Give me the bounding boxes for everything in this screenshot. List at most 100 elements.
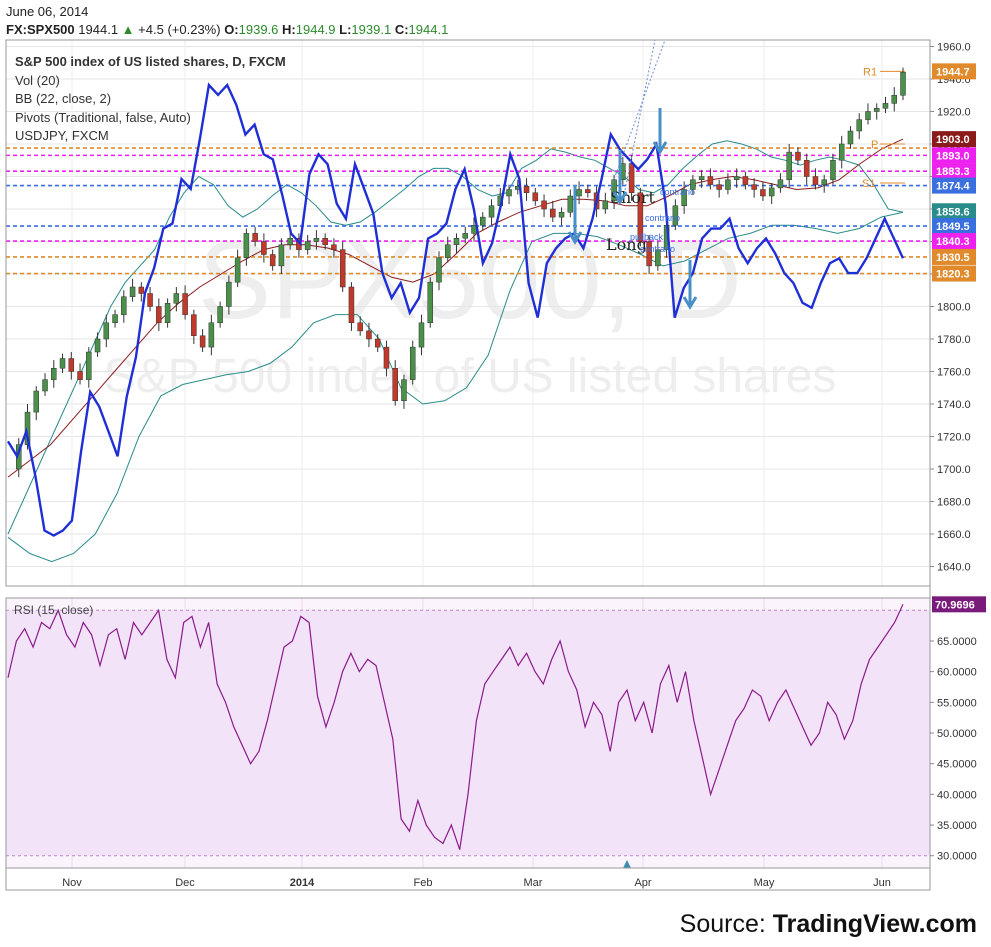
candle-body: [444, 244, 451, 258]
candle-body: [567, 195, 574, 213]
candle-body: [768, 187, 775, 197]
candle-body: [830, 160, 836, 180]
candle-body: [541, 200, 547, 210]
candle-body: [121, 296, 127, 315]
candle-body: [742, 176, 749, 185]
usdjpy-overlay-line: [6, 82, 905, 537]
up-arrow-icon: ▲: [121, 22, 135, 37]
symbol-name[interactable]: FX:SPX500: [6, 22, 75, 37]
price-label-text: 1883.3: [936, 166, 970, 178]
price-label-text: 1874.4: [936, 181, 971, 193]
high-label: H:: [282, 22, 296, 37]
candle-body: [585, 189, 591, 193]
candle-body: [173, 293, 180, 304]
rsi-last-value: 70.9696: [935, 599, 975, 611]
chart-date: June 06, 2014: [6, 4, 89, 19]
candle-body: [331, 244, 337, 250]
price-label-badge: [932, 218, 976, 235]
trend-dotted-line: [624, 39, 656, 191]
price-tick-label: 1800.0: [937, 302, 971, 314]
candle-body: [795, 151, 801, 161]
bollinger-upper-band: [7, 140, 904, 535]
time-tick-label: Nov: [62, 877, 82, 889]
rsi-tick-label: 45.0000: [937, 759, 977, 771]
contrarian-note: contrario: [640, 244, 675, 254]
contrarian-note: contrario: [645, 213, 680, 223]
candle-body: [33, 390, 40, 413]
candle-body: [803, 160, 810, 177]
candle-body: [77, 371, 83, 380]
pivot-marker-label: S1: [862, 178, 875, 190]
legend-volume[interactable]: Vol (20): [15, 72, 60, 88]
price-label-text: 1849.5: [936, 221, 970, 233]
candle-body: [725, 179, 731, 190]
bollinger-lower-band: [7, 211, 904, 563]
candle-body: [681, 189, 687, 206]
candle-body: [322, 238, 328, 245]
price-label-text: 1893.0: [936, 150, 970, 162]
candle-body: [269, 254, 276, 267]
source-brand: TradingView.com: [772, 910, 977, 938]
source-credit: Source: TradingView.com: [680, 910, 977, 939]
symbol-header: FX:SPX500 1944.1 ▲ +4.5 (+0.23%) O:1939.…: [6, 22, 448, 37]
close-value: 1944.1: [408, 22, 449, 37]
price-tick-label: 1740.0: [937, 399, 971, 411]
legend-overlay[interactable]: USDJPY, FXCM: [15, 128, 109, 143]
price-tick-label: 1780.0: [937, 334, 971, 346]
candle-body: [733, 176, 740, 180]
price-tick-label: 1760.0: [937, 367, 971, 379]
price-tick-label: 1700.0: [937, 464, 971, 476]
candle-body: [164, 303, 171, 323]
price-label-badge: [932, 233, 976, 250]
time-tick-label: May: [754, 877, 775, 889]
candle-body: [873, 108, 880, 112]
candle-body: [523, 186, 530, 193]
candle-body: [462, 233, 469, 239]
candle-body: [348, 286, 355, 323]
candle-body: [602, 200, 609, 210]
candle-body: [59, 358, 66, 369]
candle-body: [374, 338, 381, 348]
event-marker-icon[interactable]: [623, 860, 631, 868]
candle-body: [576, 189, 582, 197]
candle-body: [112, 314, 118, 323]
legend-bollinger[interactable]: BB (22, close, 2): [15, 91, 112, 106]
candle-body: [637, 192, 644, 242]
candle-body: [707, 176, 714, 185]
candle-body: [261, 241, 267, 255]
candle-body: [672, 205, 679, 226]
rsi-tick-label: 65.0000: [937, 636, 977, 648]
candle-body: [278, 244, 285, 267]
time-tick-label: Feb: [414, 877, 433, 889]
candle-body: [51, 368, 57, 380]
legend-title[interactable]: S&P 500 index of US listed shares, D, FX…: [15, 54, 286, 69]
candle-body: [243, 233, 250, 258]
candle-body: [838, 143, 845, 161]
rsi-legend[interactable]: RSI (15, close): [14, 603, 94, 617]
indicator-legend: S&P 500 index of US listed shares, D, FX…: [15, 53, 286, 146]
candle-body: [129, 286, 136, 297]
candle-body: [558, 212, 565, 218]
candle-body: [357, 322, 363, 332]
price-label-badge: [932, 203, 976, 220]
time-tick-label: Mar: [524, 877, 543, 889]
legend-pivots[interactable]: Pivots (Traditional, false, Auto): [15, 109, 191, 125]
signal-arrowhead: [612, 191, 628, 205]
candle-body: [488, 205, 495, 218]
candle-body: [716, 184, 722, 190]
time-tick-label: 2014: [290, 877, 315, 889]
candle-body: [401, 379, 407, 401]
candle-body: [313, 238, 320, 242]
price-label-badge: [932, 248, 976, 265]
rsi-tick-label: 50.0000: [937, 728, 977, 740]
candle-body: [786, 151, 792, 180]
price-label-text: 1903.0: [936, 134, 970, 146]
low-label: L:: [339, 22, 352, 37]
candle-body: [690, 179, 696, 190]
watermark-description: S&P 500 index of US listed shares: [104, 350, 837, 403]
candle-body: [392, 368, 398, 401]
low-value: 1939.1: [351, 22, 392, 37]
price-tick-label: 1640.0: [937, 562, 971, 574]
rsi-last-badge: [932, 596, 986, 613]
